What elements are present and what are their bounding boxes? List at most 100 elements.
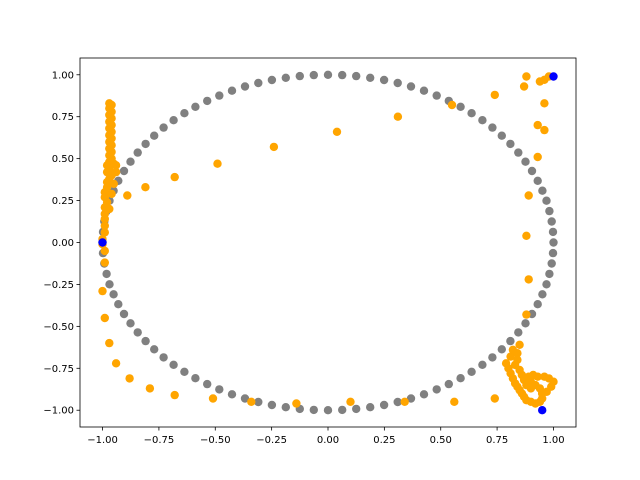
data-point [547,217,556,226]
series-2 [98,72,558,415]
data-point [281,73,290,83]
y-axis: −1.00 −0.75 −0.50 −0.25 0.00 0.25 0.50 0.75 1.00 [43,70,80,417]
data-point [346,397,355,406]
data-point [338,405,347,415]
data-point [105,338,114,348]
data-point [526,384,536,393]
y-tick-label: −0.25 [43,280,74,291]
y-tick-label: 0.50 [52,154,74,165]
data-point [119,166,129,176]
data-point [522,231,531,240]
data-point [180,109,189,118]
data-point [540,125,549,135]
data-point [102,269,111,279]
data-point [150,131,159,140]
data-point [292,399,301,408]
data-point [497,345,506,354]
y-tick-label: 0.75 [52,112,74,123]
data-marks [98,70,558,415]
data-point [450,397,459,406]
data-point [254,78,263,88]
data-point [109,179,119,188]
data-point [456,102,465,112]
data-point [524,191,533,200]
data-point [490,394,499,403]
x-tick-label: 1.00 [542,435,564,446]
data-point [267,75,277,85]
data-point [111,359,121,368]
data-point [444,379,453,389]
data-point [100,221,110,230]
data-point [527,166,537,176]
data-point [549,238,558,247]
data-point [169,116,178,125]
data-point [109,290,118,299]
data-point [123,191,132,200]
data-point [98,238,107,247]
data-point [111,167,121,177]
data-point [548,248,558,258]
series-0 [98,70,558,415]
data-point [309,70,318,80]
data-point [488,123,497,132]
data-point [542,280,551,289]
data-point [114,300,123,309]
data-point [180,367,189,376]
data-point [549,72,558,81]
data-point [105,280,114,289]
data-point [542,196,551,205]
data-point [521,319,530,328]
data-point [141,336,150,346]
data-point [170,390,179,400]
data-point [240,394,250,403]
x-tick-label: 0.50 [430,435,452,446]
data-point [169,360,178,369]
data-point [240,82,250,91]
data-point [366,73,375,83]
data-point [393,112,403,121]
data-point [547,259,556,268]
data-point [545,206,554,216]
data-point [100,313,110,323]
data-point [119,309,129,319]
data-point [497,131,506,140]
data-point [506,336,515,346]
data-point [533,176,542,185]
data-point [323,406,333,415]
data-point [478,116,487,125]
data-point [352,71,361,81]
data-point [513,349,522,358]
y-tick-label: −0.75 [43,364,74,375]
y-tick-label: −0.50 [43,322,74,333]
data-point [548,227,558,237]
data-point [506,352,515,361]
data-point [213,159,222,168]
series-1 [98,72,558,408]
data-point [227,390,237,399]
x-tick-label: 0.25 [373,435,395,446]
data-point [540,99,549,108]
data-point [247,397,256,406]
x-tick-label: −1.00 [87,435,118,446]
data-point [126,319,135,328]
data-point [406,82,416,91]
data-point [145,384,155,393]
data-point [191,374,200,383]
data-point [467,367,476,376]
data-point [419,86,429,95]
x-axis: −1.00 −0.75 −0.50 −0.25 0.00 0.25 0.50 0.75 1.00 [87,427,565,446]
data-point [133,148,142,157]
data-point [295,71,304,81]
x-tick-label: −0.75 [144,435,175,446]
x-tick-label: 0.75 [486,435,508,446]
data-point [208,394,218,403]
data-point [545,269,554,279]
x-tick-label: −0.25 [256,435,287,446]
y-tick-label: −1.00 [43,406,74,417]
data-point [100,228,110,237]
data-point [538,389,547,398]
data-point [538,406,547,415]
data-point [159,353,168,362]
data-point [267,400,277,410]
